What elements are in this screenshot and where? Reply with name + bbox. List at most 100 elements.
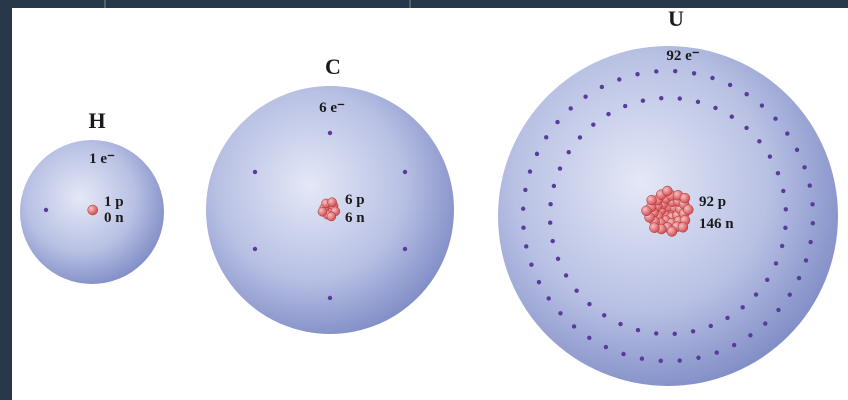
- electron-dot: [678, 96, 682, 100]
- electron-dot: [618, 322, 622, 326]
- electron-dot: [659, 359, 663, 363]
- electron-label: 92 e⁻: [666, 48, 699, 64]
- nucleon: [678, 222, 688, 232]
- nucleon: [641, 206, 651, 216]
- electron-dot: [678, 358, 682, 362]
- proton-label: 92 p: [699, 194, 726, 210]
- electron-dot: [535, 152, 539, 156]
- nucleon: [88, 205, 98, 215]
- nucleon: [318, 207, 327, 216]
- electron-dot: [781, 189, 785, 193]
- electron-dot: [556, 257, 560, 261]
- electron-dot: [811, 221, 815, 225]
- electron-dot: [748, 333, 752, 337]
- electron-dot: [621, 352, 625, 356]
- electron-dot: [773, 117, 777, 121]
- nucleon: [680, 193, 690, 203]
- electron-dot: [523, 188, 527, 192]
- nucleon: [667, 226, 677, 236]
- electron-dot: [328, 131, 332, 135]
- page: {"atoms": [ {"symbol": "H", "electrons":…: [0, 0, 848, 400]
- proton-label: 1 p: [104, 194, 124, 210]
- electron-dot: [587, 336, 591, 340]
- electron-dot: [587, 302, 591, 306]
- electron-dot: [564, 273, 568, 277]
- electron-dot: [760, 103, 764, 107]
- electron-dot: [788, 292, 792, 296]
- electron-dot: [709, 324, 713, 328]
- atom-symbol: C: [325, 54, 341, 79]
- electron-dot: [550, 239, 554, 243]
- electron-dot: [546, 296, 550, 300]
- electron-dot: [808, 240, 812, 244]
- electron-dot: [572, 324, 576, 328]
- electron-dot: [768, 154, 772, 158]
- proton-label: 6 p: [345, 192, 365, 208]
- electron-dot: [328, 296, 332, 300]
- electron-dot: [606, 112, 610, 116]
- electron-dot: [744, 126, 748, 130]
- electron-dot: [673, 332, 677, 336]
- electron-dot: [403, 247, 407, 251]
- electron-dot: [552, 184, 556, 188]
- electron-dot: [776, 308, 780, 312]
- electron-dot: [797, 276, 801, 280]
- nucleon: [649, 223, 659, 233]
- electron-dot: [529, 263, 533, 267]
- electron-dot: [808, 183, 812, 187]
- electron-dot: [558, 166, 562, 170]
- electron-dot: [635, 72, 639, 76]
- electron-dot: [528, 169, 532, 173]
- electron-dot: [804, 258, 808, 262]
- atom-illustration: H 1 e⁻ 1 p 0 n C 6 e⁻ 6 p 6 n U 92 e⁻ 92…: [0, 0, 848, 400]
- electron-dot: [521, 207, 525, 211]
- electron-label: 1 e⁻: [89, 151, 115, 167]
- electron-dot: [544, 135, 548, 139]
- nucleon: [683, 205, 693, 215]
- electron-dot: [548, 202, 552, 206]
- electron-dot: [744, 92, 748, 96]
- electron-dot: [732, 343, 736, 347]
- electron-dot: [253, 170, 257, 174]
- electron-dot: [578, 135, 582, 139]
- electron-dot: [600, 85, 604, 89]
- electron-dot: [604, 345, 608, 349]
- electron-dot: [574, 288, 578, 292]
- nucleon: [327, 212, 336, 221]
- electron-dot: [591, 122, 595, 126]
- electron-dot: [696, 100, 700, 104]
- electron-dot: [567, 150, 571, 154]
- electron-dot: [521, 226, 525, 230]
- electron-dot: [548, 221, 552, 225]
- electron-dot: [730, 115, 734, 119]
- electron-dot: [253, 247, 257, 251]
- nucleon: [328, 198, 337, 207]
- electron-dot: [691, 329, 695, 333]
- nucleon: [662, 186, 672, 196]
- electron-dot: [654, 69, 658, 73]
- electron-dot: [765, 278, 769, 282]
- electron-dot: [757, 139, 761, 143]
- electron-dot: [795, 148, 799, 152]
- electron-dot: [780, 244, 784, 248]
- electron-dot: [740, 305, 744, 309]
- electron-dot: [44, 208, 48, 212]
- electron-dot: [403, 170, 407, 174]
- electron-dot: [583, 94, 587, 98]
- electron-dot: [558, 311, 562, 315]
- electron-dot: [784, 207, 788, 211]
- electron-dot: [728, 83, 732, 87]
- electron-dot: [783, 226, 787, 230]
- electron-label: 6 e⁻: [319, 100, 345, 116]
- electron-dot: [802, 165, 806, 169]
- electron-dot: [696, 356, 700, 360]
- electron-dot: [774, 261, 778, 265]
- nucleon: [647, 195, 657, 205]
- electron-dot: [810, 202, 814, 206]
- electron-dot: [763, 321, 767, 325]
- electron-dot: [785, 131, 789, 135]
- electron-dot: [602, 313, 606, 317]
- electron-dot: [692, 71, 696, 75]
- electron-dot: [710, 76, 714, 80]
- neutron-label: 6 n: [345, 210, 365, 226]
